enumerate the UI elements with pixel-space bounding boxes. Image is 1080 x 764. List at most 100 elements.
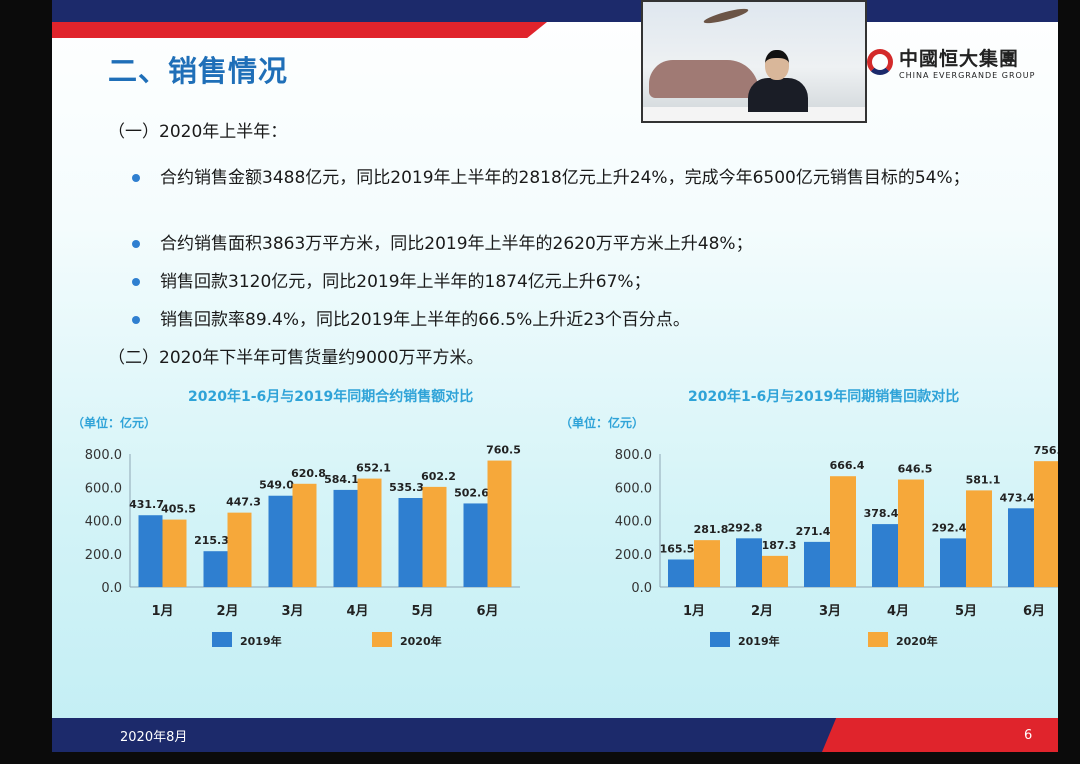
logo-icon — [867, 49, 893, 75]
x-tick-label: 4月 — [346, 604, 368, 619]
page-number: 6 — [1024, 728, 1033, 743]
y-tick-label: 400.0 — [615, 515, 652, 530]
x-tick-label: 6月 — [1023, 604, 1045, 619]
eagle-image — [702, 6, 750, 26]
footer-date: 2020年8月 — [120, 730, 188, 745]
bullet-icon — [132, 174, 140, 182]
bar-2020 — [966, 490, 992, 587]
speaker-image — [748, 50, 808, 112]
legend-swatch — [868, 632, 888, 647]
legend-swatch — [710, 632, 730, 647]
data-label: 292.8 — [728, 521, 763, 534]
x-tick-label: 3月 — [819, 604, 841, 619]
x-tick-label: 5月 — [955, 604, 977, 619]
x-tick-label: 5月 — [411, 604, 433, 619]
y-tick-label: 600.0 — [615, 481, 652, 496]
y-tick-label: 400.0 — [85, 515, 122, 530]
x-tick-label: 1月 — [151, 604, 173, 619]
logo-cn: 中國恒大集團 — [899, 48, 1020, 70]
bar-2019 — [138, 515, 163, 587]
bullet-icon — [132, 278, 140, 286]
chart-2-title: 2020年1-6月与2019年同期销售回款对比 — [688, 389, 960, 405]
data-label: 187.3 — [762, 539, 797, 552]
y-tick-label: 200.0 — [615, 548, 652, 563]
legend-label: 2019年 — [738, 634, 780, 648]
bar-2019 — [804, 541, 830, 587]
bar-2019 — [463, 503, 488, 587]
bar-2020 — [422, 486, 447, 587]
x-tick-label: 4月 — [887, 604, 909, 619]
speaker-video — [641, 0, 867, 123]
bar-2020 — [487, 460, 512, 587]
data-label: 666.4 — [830, 459, 865, 472]
logo-en: CHINA EVERGRANDE GROUP — [899, 71, 1036, 80]
data-label: 431.7 — [129, 498, 164, 511]
x-tick-label: 1月 — [683, 604, 705, 619]
bullet-text: 销售回款3120亿元，同比2019年上半年的1874亿元上升67%； — [160, 272, 651, 292]
bullet-text: 合约销售金额3488亿元，同比2019年上半年的2818亿元上升24%，完成今年… — [160, 168, 970, 188]
x-tick-label: 3月 — [281, 604, 303, 619]
data-label: 760.5 — [486, 444, 521, 457]
data-label: 271.4 — [796, 525, 831, 538]
bar-2019 — [333, 489, 358, 587]
data-label: 405.5 — [161, 503, 196, 516]
bar-2020 — [762, 555, 788, 587]
data-label: 502.6 — [454, 486, 489, 499]
x-tick-label: 2月 — [216, 604, 238, 619]
desk-image — [643, 107, 865, 121]
data-label: 620.8 — [291, 467, 326, 480]
y-tick-label: 600.0 — [85, 481, 122, 496]
data-label: 473.4 — [1000, 491, 1035, 504]
section-1-heading: （一）2020年上半年： — [108, 122, 288, 142]
data-label: 447.3 — [226, 496, 261, 509]
data-label: 165.5 — [660, 542, 695, 555]
data-label: 584.1 — [324, 473, 359, 486]
section-2-heading: （二）2020年下半年可售货量约9000万平方米。 — [108, 348, 484, 368]
legend-swatch — [372, 632, 392, 647]
legend-label: 2019年 — [240, 634, 282, 648]
legend-swatch — [212, 632, 232, 647]
y-tick-label: 800.0 — [85, 448, 122, 463]
x-tick-label: 2月 — [751, 604, 773, 619]
bar-2020 — [1034, 461, 1058, 587]
chart-1-title: 2020年1-6月与2019年同期合约销售额对比 — [188, 389, 474, 405]
x-tick-label: 6月 — [476, 604, 498, 619]
bullet-text: 合约销售面积3863万平方米，同比2019年上半年的2620万平方米上升48%； — [160, 234, 753, 254]
data-label: 549.0 — [259, 479, 294, 492]
bar-2020 — [227, 512, 252, 587]
bar-2020 — [830, 476, 856, 587]
data-label: 646.5 — [898, 463, 933, 476]
bar-2019 — [268, 495, 293, 587]
data-label: 756.9 — [1034, 444, 1058, 457]
data-label: 652.1 — [356, 462, 391, 475]
bar-2019 — [872, 524, 898, 587]
bullet-icon — [132, 316, 140, 324]
bar-2019 — [940, 538, 966, 587]
y-tick-label: 800.0 — [615, 448, 652, 463]
bar-2020 — [162, 519, 187, 587]
header-bar — [52, 0, 1058, 22]
data-label: 378.4 — [864, 507, 899, 520]
car-image — [649, 60, 759, 98]
bar-2020 — [357, 478, 382, 587]
y-tick-label: 200.0 — [85, 548, 122, 563]
bar-2019 — [1008, 508, 1034, 587]
bar-2020 — [292, 483, 317, 587]
slide-title: 二、销售情况 — [108, 54, 289, 88]
data-label: 215.3 — [194, 534, 229, 547]
bar-2019 — [398, 498, 423, 587]
legend-label: 2020年 — [896, 634, 938, 648]
data-label: 292.4 — [932, 521, 967, 534]
bar-2019 — [203, 551, 228, 587]
footer-red-stripe — [822, 718, 1058, 752]
y-tick-label: 0.0 — [631, 581, 652, 596]
data-label: 535.3 — [389, 481, 424, 494]
bullet-icon — [132, 240, 140, 248]
chart-2: 800.0 600.0 400.0 200.0 0.0 165.5 281.8 1月 292.8… — [615, 444, 1058, 648]
header-red-stripe — [52, 22, 547, 38]
company-logo: 中國恒大集團 CHINA EVERGRANDE GROUP — [867, 44, 1035, 80]
data-label: 281.8 — [694, 523, 729, 536]
bullet-text: 销售回款率89.4%，同比2019年上半年的66.5%上升近23个百分点。 — [160, 310, 690, 330]
bar-2019 — [736, 538, 762, 587]
